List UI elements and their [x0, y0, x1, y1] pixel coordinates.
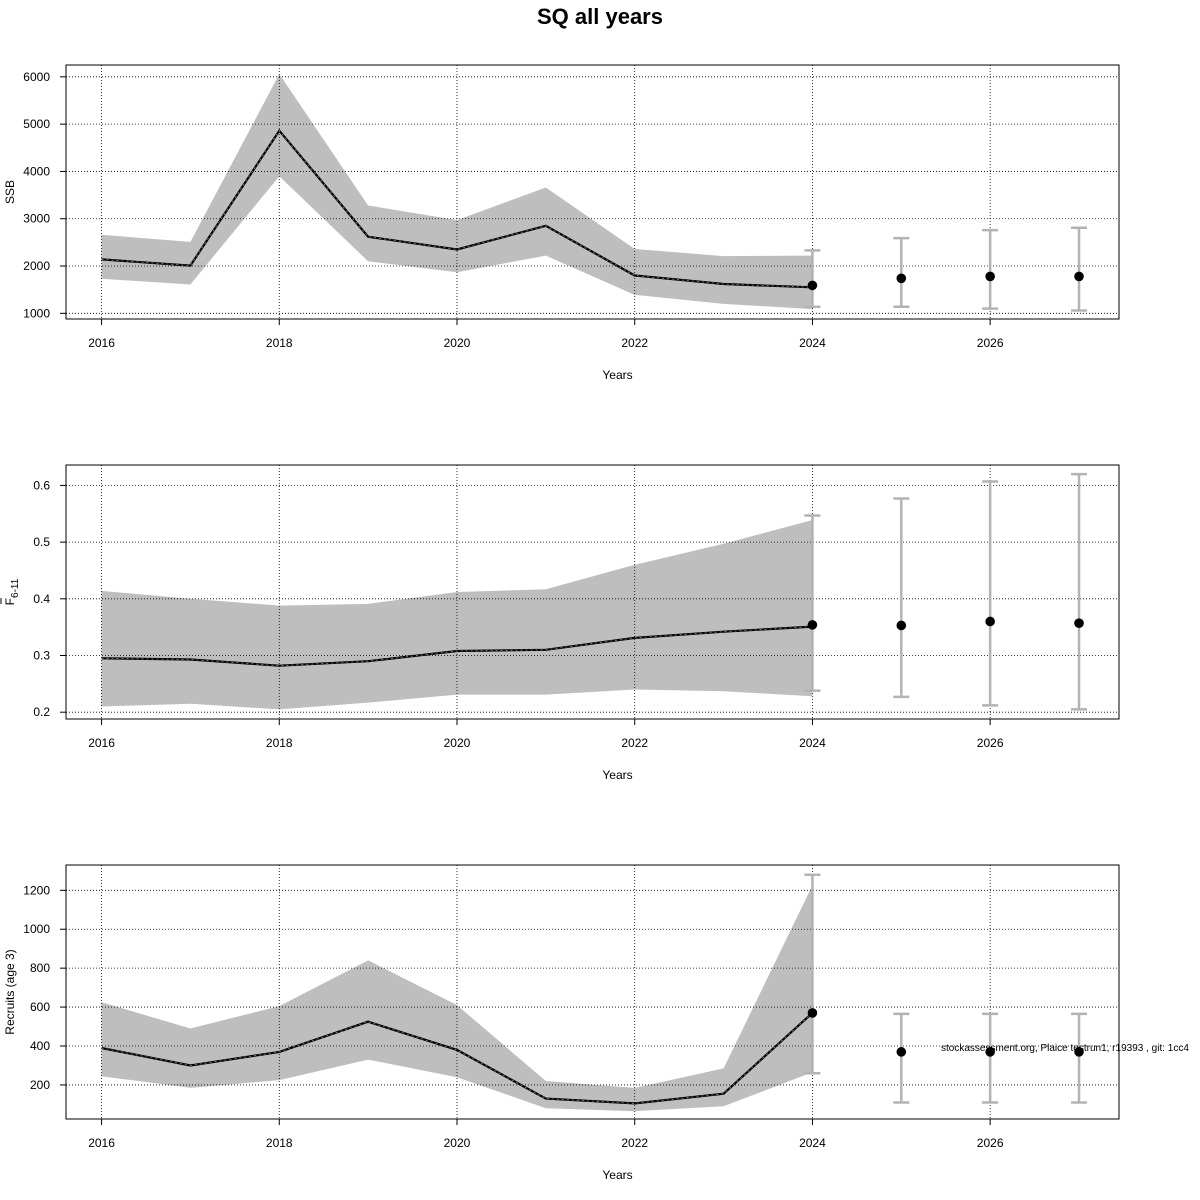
forecast-point	[985, 1047, 995, 1057]
y-tick-label: 0.4	[33, 592, 50, 606]
ssb-panel: 2016 2018 2020 2022 2024 2026 1000 2000 3000 4000…	[3, 64, 1120, 382]
x-tick-label: 2026	[977, 736, 1004, 750]
forecast-point	[807, 280, 818, 291]
y-tick-label: 0.6	[33, 478, 50, 492]
y-tick-label: 1200	[23, 883, 50, 897]
forecast-point	[1074, 1047, 1084, 1057]
confidence-band	[101, 520, 813, 710]
chart-title: SQ all years	[537, 4, 663, 29]
y-tick-label: 600	[30, 1000, 50, 1014]
forecast-point	[896, 273, 907, 284]
y-axis-title-main: F	[3, 598, 17, 605]
y-tick-label: 200	[30, 1078, 50, 1092]
estimate-line	[101, 128, 813, 289]
x-tick-label: 2020	[444, 336, 471, 350]
y-tick-label: 1000	[23, 306, 50, 320]
y-tick-label: 800	[30, 961, 50, 975]
x-tick-label: 2026	[977, 336, 1004, 350]
recruits-panel: 2016 2018 2020 2022 2024 2026 200 400 600 800 1000…	[3, 864, 1120, 1182]
y-axis-title: Recruits (age 3)	[3, 949, 17, 1034]
y-tick-label: 0.3	[33, 649, 50, 663]
forecast-point	[1074, 271, 1084, 282]
y-axis-title: F6-11	[3, 578, 21, 605]
forecast-point	[1074, 618, 1084, 628]
forecast-point	[807, 620, 818, 630]
x-tick-label: 2022	[621, 1136, 648, 1150]
x-tick-label: 2018	[266, 1136, 293, 1150]
x-tick-label: 2020	[444, 736, 471, 750]
x-tick-label: 2018	[266, 336, 293, 350]
x-tick-label: 2016	[88, 336, 115, 350]
y-tick-label: 0.2	[33, 705, 50, 719]
x-tick-label: 2018	[266, 736, 293, 750]
y-tick-label: 3000	[23, 212, 50, 226]
x-tick-label: 2016	[88, 736, 115, 750]
forecast-point	[985, 616, 995, 627]
x-tick-label: 2022	[621, 336, 648, 350]
x-axis-title: Years	[602, 768, 632, 782]
x-tick-label: 2016	[88, 1136, 115, 1150]
y-tick-label: 4000	[23, 164, 50, 178]
footnote: stockassessment.org, Plaice testrun1, r1…	[941, 1043, 1189, 1054]
fishing-mortality-panel: 2016 2018 2020 2022 2024 2026 0.2 0.3 0.4 0.5 0.6 Y…	[0, 464, 1120, 782]
x-tick-label: 2022	[621, 736, 648, 750]
forecast-point	[807, 1008, 818, 1018]
x-tick-label: 2020	[444, 1136, 471, 1150]
y-tick-label: 6000	[23, 70, 50, 84]
y-tick-label: 0.5	[33, 535, 50, 549]
forecast-point	[896, 620, 907, 631]
x-tick-label: 2024	[799, 336, 826, 350]
x-tick-label: 2024	[799, 1136, 826, 1150]
x-tick-label: 2024	[799, 736, 826, 750]
x-axis-title: Years	[602, 1168, 632, 1182]
forecast-point	[985, 271, 995, 282]
forecast-point	[896, 1047, 907, 1057]
estimate-line-dash	[101, 626, 813, 667]
plot-frame	[65, 864, 1120, 1120]
y-axis-title: SSB	[3, 180, 17, 204]
y-tick-label: 2000	[23, 259, 50, 273]
plot-frame	[65, 464, 1120, 720]
y-tick-label: 1000	[23, 922, 50, 936]
y-tick-label: 400	[30, 1039, 50, 1053]
plot-frame	[65, 64, 1120, 320]
y-axis-title-subscript: 6-11	[10, 578, 21, 598]
y-tick-label: 5000	[23, 117, 50, 131]
estimate-line-dash	[101, 1012, 813, 1104]
x-axis-title: Years	[602, 368, 632, 382]
x-tick-label: 2026	[977, 1136, 1004, 1150]
